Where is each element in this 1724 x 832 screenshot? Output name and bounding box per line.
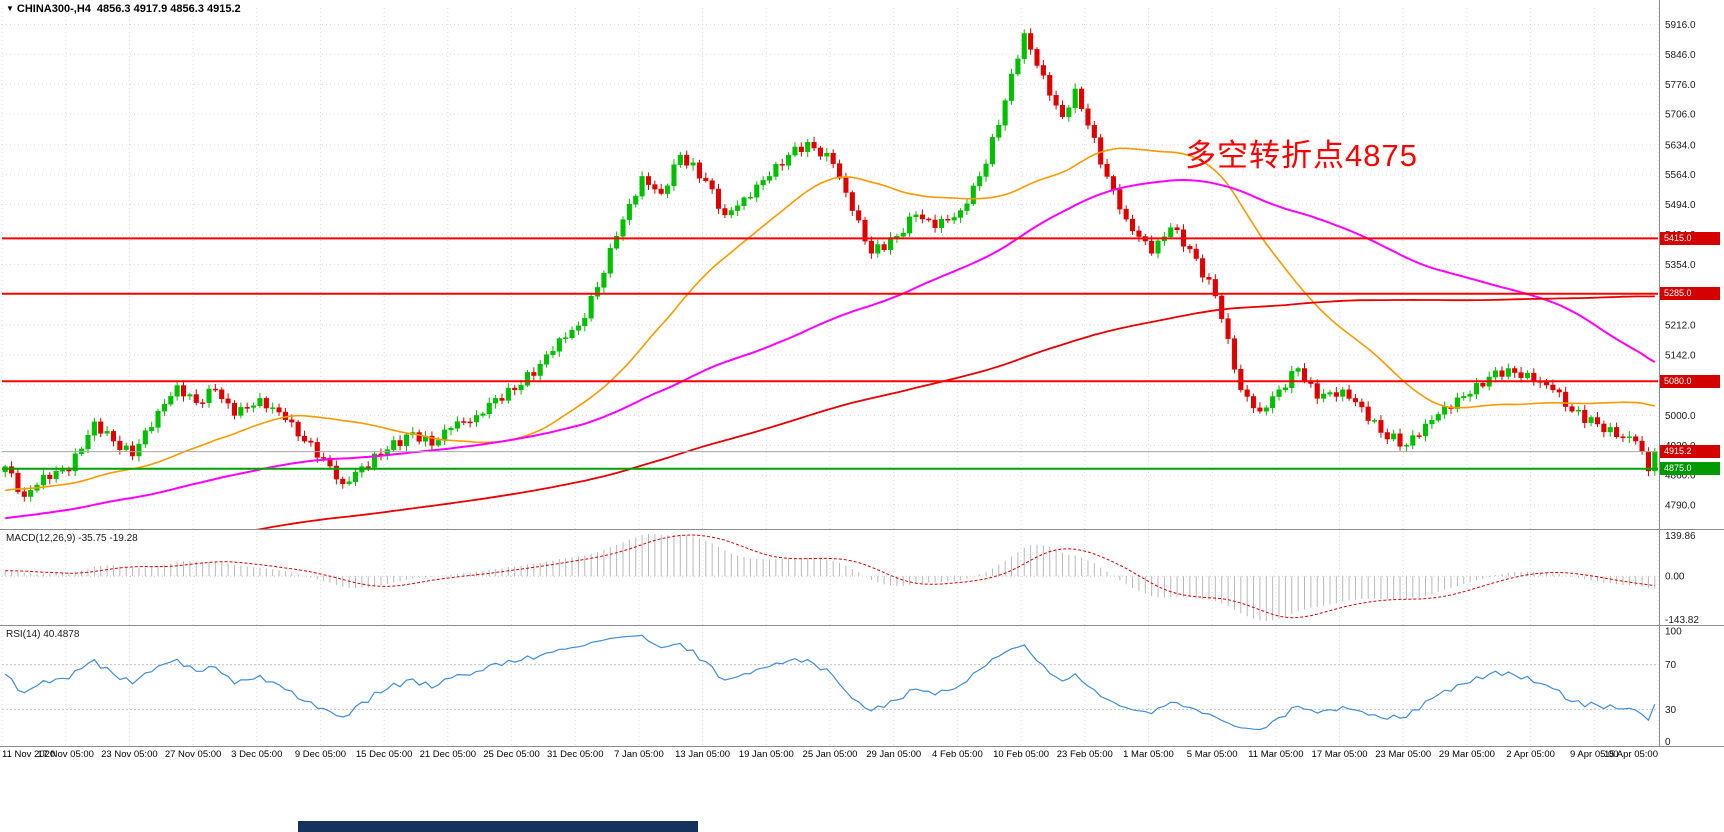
- svg-text:11 Nov 2020: 11 Nov 2020: [2, 749, 55, 760]
- rsi-indicator-label: RSI(14) 40.4878: [6, 629, 80, 640]
- svg-text:5212.0: 5212.0: [1665, 321, 1696, 332]
- svg-text:21 Dec 05:00: 21 Dec 05:00: [420, 749, 477, 760]
- svg-text:5846.0: 5846.0: [1665, 50, 1696, 61]
- ma-line-slow: [256, 295, 1655, 529]
- svg-text:0: 0: [1665, 737, 1671, 748]
- svg-text:5284.0: 5284.0: [1665, 290, 1696, 301]
- svg-text:4 Feb 05:00: 4 Feb 05:00: [932, 749, 983, 760]
- svg-text:3 Dec 05:00: 3 Dec 05:00: [231, 749, 282, 760]
- svg-text:5072.0: 5072.0: [1665, 380, 1696, 391]
- svg-text:4930.0: 4930.0: [1665, 441, 1696, 452]
- svg-text:30: 30: [1665, 705, 1677, 716]
- svg-text:5916.0: 5916.0: [1665, 20, 1696, 31]
- svg-text:4860.0: 4860.0: [1665, 471, 1696, 482]
- svg-text:13 Jan 05:00: 13 Jan 05:00: [675, 749, 730, 760]
- ohlc-values: 4856.3 4917.9 4856.3 4915.2: [96, 3, 241, 15]
- chevron-down-icon[interactable]: ▼: [6, 4, 14, 13]
- svg-text:5494.0: 5494.0: [1665, 200, 1696, 211]
- svg-text:23 Feb 05:00: 23 Feb 05:00: [1057, 749, 1113, 760]
- chart-symbol-header: ▼ CHINA300-,H4 4856.3 4917.9 4856.3 4915.2: [6, 3, 241, 15]
- macd-indicator-label: MACD(12,26,9) -35.75 -19.28: [6, 533, 138, 544]
- svg-text:9 Dec 05:00: 9 Dec 05:00: [295, 749, 346, 760]
- price-axis-labels[interactable]: 5916.0 5846.0 5776.0 5706.0 5634.0 5564.0 5494…: [1665, 20, 1696, 512]
- ma-line-fast: [5, 147, 1655, 492]
- svg-text:5424.0: 5424.0: [1665, 230, 1696, 241]
- svg-text:5000.0: 5000.0: [1665, 411, 1696, 422]
- svg-text:19 Jan 05:00: 19 Jan 05:00: [739, 749, 794, 760]
- svg-text:23 Nov 05:00: 23 Nov 05:00: [101, 749, 158, 760]
- svg-text:17 Mar 05:00: 17 Mar 05:00: [1312, 749, 1368, 760]
- candlestick-series: [2, 28, 1658, 502]
- svg-text:4790.0: 4790.0: [1665, 501, 1696, 512]
- svg-text:5634.0: 5634.0: [1665, 140, 1696, 151]
- ma-line-medium: [5, 178, 1656, 520]
- macd-signal-line: [5, 534, 1655, 619]
- svg-text:15 Apr 05:00: 15 Apr 05:00: [1604, 749, 1658, 760]
- svg-text:25 Dec 05:00: 25 Dec 05:00: [483, 749, 540, 760]
- svg-text:1 Mar 05:00: 1 Mar 05:00: [1123, 749, 1174, 760]
- svg-text:17 Nov 05:00: 17 Nov 05:00: [37, 749, 94, 760]
- svg-text:31 Dec 05:00: 31 Dec 05:00: [547, 749, 604, 760]
- svg-text:7 Jan 05:00: 7 Jan 05:00: [614, 749, 664, 760]
- svg-text:29 Mar 05:00: 29 Mar 05:00: [1439, 749, 1495, 760]
- macd-axis-labels: 139.86 0.00 -143.82: [1665, 531, 1699, 626]
- svg-text:9 Apr 05:00: 9 Apr 05:00: [1570, 749, 1619, 760]
- svg-text:-143.82: -143.82: [1665, 615, 1699, 626]
- macd-histogram: [4, 534, 1656, 621]
- svg-text:70: 70: [1665, 660, 1677, 671]
- svg-text:0.00: 0.00: [1665, 572, 1685, 583]
- bottom-partial-window: [298, 821, 698, 832]
- svg-text:5354.0: 5354.0: [1665, 260, 1696, 271]
- chart-annotation-text: 多空转折点4875: [1185, 138, 1418, 173]
- svg-text:11 Mar 05:00: 11 Mar 05:00: [1248, 749, 1303, 760]
- grid-lines: [1, 8, 1659, 746]
- svg-text:2 Apr 05:00: 2 Apr 05:00: [1506, 749, 1555, 760]
- svg-text:29 Jan 05:00: 29 Jan 05:00: [866, 749, 921, 760]
- svg-text:100: 100: [1665, 627, 1682, 638]
- svg-text:5564.0: 5564.0: [1665, 170, 1696, 181]
- svg-text:5776.0: 5776.0: [1665, 80, 1696, 91]
- svg-text:5142.0: 5142.0: [1665, 350, 1696, 361]
- svg-text:10 Feb 05:00: 10 Feb 05:00: [993, 749, 1049, 760]
- rsi-axis-labels: 100 70 30 0: [1665, 627, 1682, 749]
- svg-text:5 Mar 05:00: 5 Mar 05:00: [1187, 749, 1238, 760]
- svg-text:15 Dec 05:00: 15 Dec 05:00: [356, 749, 413, 760]
- svg-text:23 Mar 05:00: 23 Mar 05:00: [1375, 749, 1431, 760]
- svg-text:139.86: 139.86: [1665, 531, 1696, 542]
- rsi-line: [4, 634, 1656, 731]
- svg-text:5706.0: 5706.0: [1665, 110, 1696, 121]
- svg-text:27 Nov 05:00: 27 Nov 05:00: [165, 749, 222, 760]
- svg-text:25 Jan 05:00: 25 Jan 05:00: [803, 749, 858, 760]
- symbol-period-label: CHINA300-,H4: [16, 3, 91, 15]
